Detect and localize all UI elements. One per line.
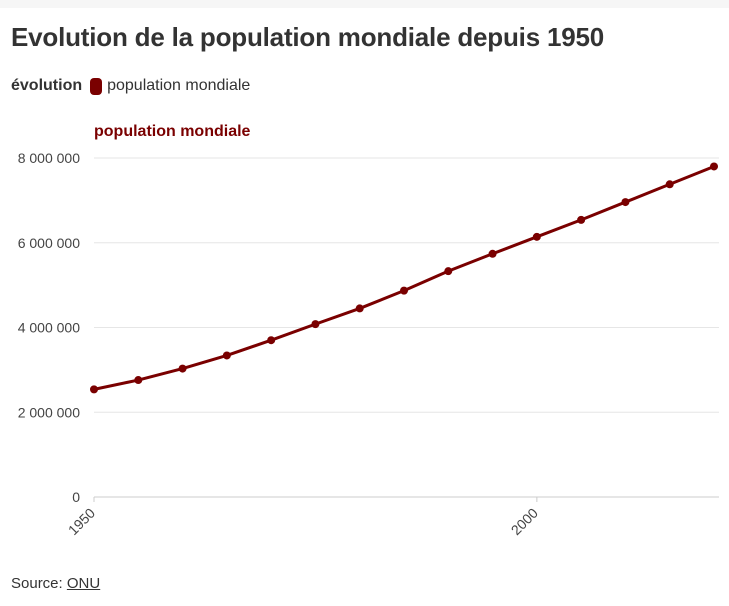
data-point bbox=[577, 215, 586, 224]
data-point bbox=[267, 336, 276, 345]
data-point bbox=[355, 304, 364, 313]
legend-item-population[interactable]: population mondiale bbox=[90, 77, 250, 95]
data-point bbox=[222, 351, 231, 360]
data-point bbox=[665, 180, 674, 189]
legend-item-label: population mondiale bbox=[107, 77, 251, 94]
data-point bbox=[532, 232, 541, 241]
data-point bbox=[311, 320, 320, 329]
y-tick-label: 0 bbox=[72, 489, 80, 505]
panel-title: population mondiale bbox=[94, 123, 251, 140]
data-point bbox=[400, 286, 408, 295]
legend-swatch-icon bbox=[90, 77, 103, 95]
source-prefix: Source: bbox=[11, 575, 67, 592]
legend: évolution population mondiale bbox=[11, 77, 250, 95]
y-tick-label: 2 000 000 bbox=[18, 404, 80, 420]
data-point bbox=[134, 376, 143, 385]
y-tick-label: 8 000 000 bbox=[18, 150, 80, 166]
source-footer: Source: ONU bbox=[11, 575, 100, 592]
source-link[interactable]: ONU bbox=[66, 575, 101, 592]
data-point bbox=[488, 249, 497, 258]
data-point bbox=[621, 198, 630, 207]
data-point bbox=[710, 162, 718, 171]
data-point bbox=[90, 385, 98, 394]
chart-title: Evolution de la population mondiale depu… bbox=[11, 22, 605, 52]
top-bar bbox=[0, 0, 729, 8]
data-point bbox=[178, 364, 187, 373]
y-tick-label: 4 000 000 bbox=[18, 320, 80, 336]
legend-title: évolution bbox=[11, 77, 83, 94]
y-tick-label: 6 000 000 bbox=[18, 235, 80, 251]
x-tick-label: 1950 bbox=[65, 505, 98, 538]
data-point bbox=[444, 267, 453, 276]
series-line bbox=[92, 164, 716, 391]
line-chart: population mondiale 0 2 000 000 4 000 000 6 … bbox=[18, 123, 719, 538]
x-tick-label: 2000 bbox=[508, 505, 541, 538]
